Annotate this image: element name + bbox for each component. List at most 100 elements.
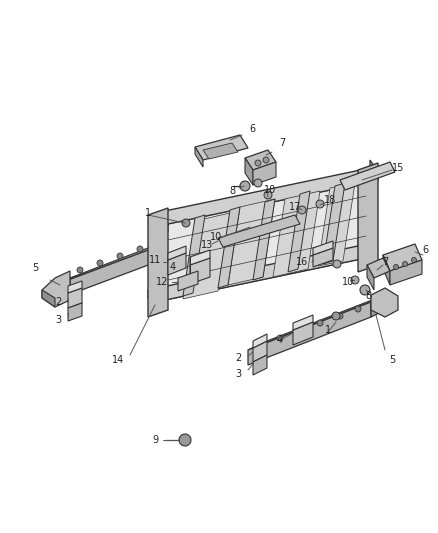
Polygon shape xyxy=(68,303,82,321)
Circle shape xyxy=(117,253,123,259)
Text: 8: 8 xyxy=(365,291,371,301)
Circle shape xyxy=(157,239,163,245)
Text: 5: 5 xyxy=(389,355,395,365)
Text: 2: 2 xyxy=(235,353,241,363)
Text: 6: 6 xyxy=(249,124,255,134)
Polygon shape xyxy=(390,260,422,285)
Polygon shape xyxy=(228,199,275,285)
Polygon shape xyxy=(168,253,186,275)
Circle shape xyxy=(351,276,359,284)
Polygon shape xyxy=(318,183,355,266)
Polygon shape xyxy=(323,183,345,264)
Circle shape xyxy=(360,285,370,295)
Text: 6: 6 xyxy=(422,245,428,255)
Text: 15: 15 xyxy=(392,163,404,173)
Polygon shape xyxy=(183,215,205,296)
Circle shape xyxy=(297,327,303,333)
Text: 11: 11 xyxy=(149,255,161,265)
Circle shape xyxy=(317,320,323,326)
Circle shape xyxy=(263,157,269,163)
Circle shape xyxy=(179,434,191,446)
Circle shape xyxy=(332,312,340,320)
Circle shape xyxy=(277,335,283,341)
Circle shape xyxy=(255,160,261,166)
Polygon shape xyxy=(253,199,275,280)
Text: 9: 9 xyxy=(152,435,158,445)
Polygon shape xyxy=(55,230,195,285)
Polygon shape xyxy=(148,208,168,317)
Polygon shape xyxy=(253,341,267,362)
Polygon shape xyxy=(383,255,390,285)
Polygon shape xyxy=(160,168,378,224)
Polygon shape xyxy=(340,162,395,190)
Polygon shape xyxy=(245,150,276,170)
Polygon shape xyxy=(248,302,371,365)
Text: 17: 17 xyxy=(289,202,301,212)
Polygon shape xyxy=(371,295,385,317)
Polygon shape xyxy=(293,315,313,330)
Polygon shape xyxy=(168,246,186,260)
Text: 10: 10 xyxy=(342,277,354,287)
Polygon shape xyxy=(248,295,385,350)
Polygon shape xyxy=(273,191,320,277)
Polygon shape xyxy=(68,281,82,293)
Polygon shape xyxy=(183,213,230,299)
Circle shape xyxy=(316,200,324,208)
Text: 7: 7 xyxy=(382,257,388,267)
Circle shape xyxy=(403,262,407,266)
Polygon shape xyxy=(367,258,390,278)
Polygon shape xyxy=(288,191,310,272)
Polygon shape xyxy=(190,250,210,265)
Polygon shape xyxy=(370,160,378,180)
Text: 3: 3 xyxy=(235,369,241,379)
Polygon shape xyxy=(383,244,422,271)
Circle shape xyxy=(333,260,341,268)
Circle shape xyxy=(137,246,143,252)
Circle shape xyxy=(264,191,272,199)
Circle shape xyxy=(298,206,306,214)
Text: 7: 7 xyxy=(279,138,285,148)
Polygon shape xyxy=(253,334,267,348)
Polygon shape xyxy=(148,246,366,302)
Text: 4: 4 xyxy=(277,335,283,345)
Text: 4: 4 xyxy=(170,262,176,272)
Circle shape xyxy=(77,267,83,273)
Circle shape xyxy=(182,219,190,227)
Text: 5: 5 xyxy=(32,263,38,273)
Polygon shape xyxy=(203,143,238,159)
Polygon shape xyxy=(160,212,168,232)
Text: 10: 10 xyxy=(210,232,222,242)
Polygon shape xyxy=(218,215,300,247)
Polygon shape xyxy=(42,290,55,307)
Circle shape xyxy=(254,179,262,187)
Text: 1: 1 xyxy=(145,208,151,218)
Polygon shape xyxy=(313,248,333,267)
Polygon shape xyxy=(156,180,378,302)
Circle shape xyxy=(97,260,103,266)
Circle shape xyxy=(411,257,417,262)
Text: 14: 14 xyxy=(112,355,124,365)
Polygon shape xyxy=(68,288,82,308)
Text: 16: 16 xyxy=(296,257,308,267)
Text: 10: 10 xyxy=(264,185,276,195)
Polygon shape xyxy=(367,265,374,290)
Polygon shape xyxy=(218,207,240,288)
Text: 8: 8 xyxy=(229,186,235,196)
Polygon shape xyxy=(195,135,248,160)
Text: 3: 3 xyxy=(55,315,61,325)
Polygon shape xyxy=(253,162,276,185)
Polygon shape xyxy=(178,271,198,291)
Polygon shape xyxy=(245,158,253,185)
Polygon shape xyxy=(55,237,183,300)
Polygon shape xyxy=(195,147,203,167)
Polygon shape xyxy=(190,258,210,284)
Text: 18: 18 xyxy=(324,195,336,205)
Polygon shape xyxy=(358,238,366,258)
Polygon shape xyxy=(358,163,378,272)
Circle shape xyxy=(393,264,399,270)
Polygon shape xyxy=(293,322,313,345)
Text: 13: 13 xyxy=(201,240,213,250)
Circle shape xyxy=(355,306,361,312)
Polygon shape xyxy=(371,288,398,317)
Polygon shape xyxy=(42,271,70,307)
